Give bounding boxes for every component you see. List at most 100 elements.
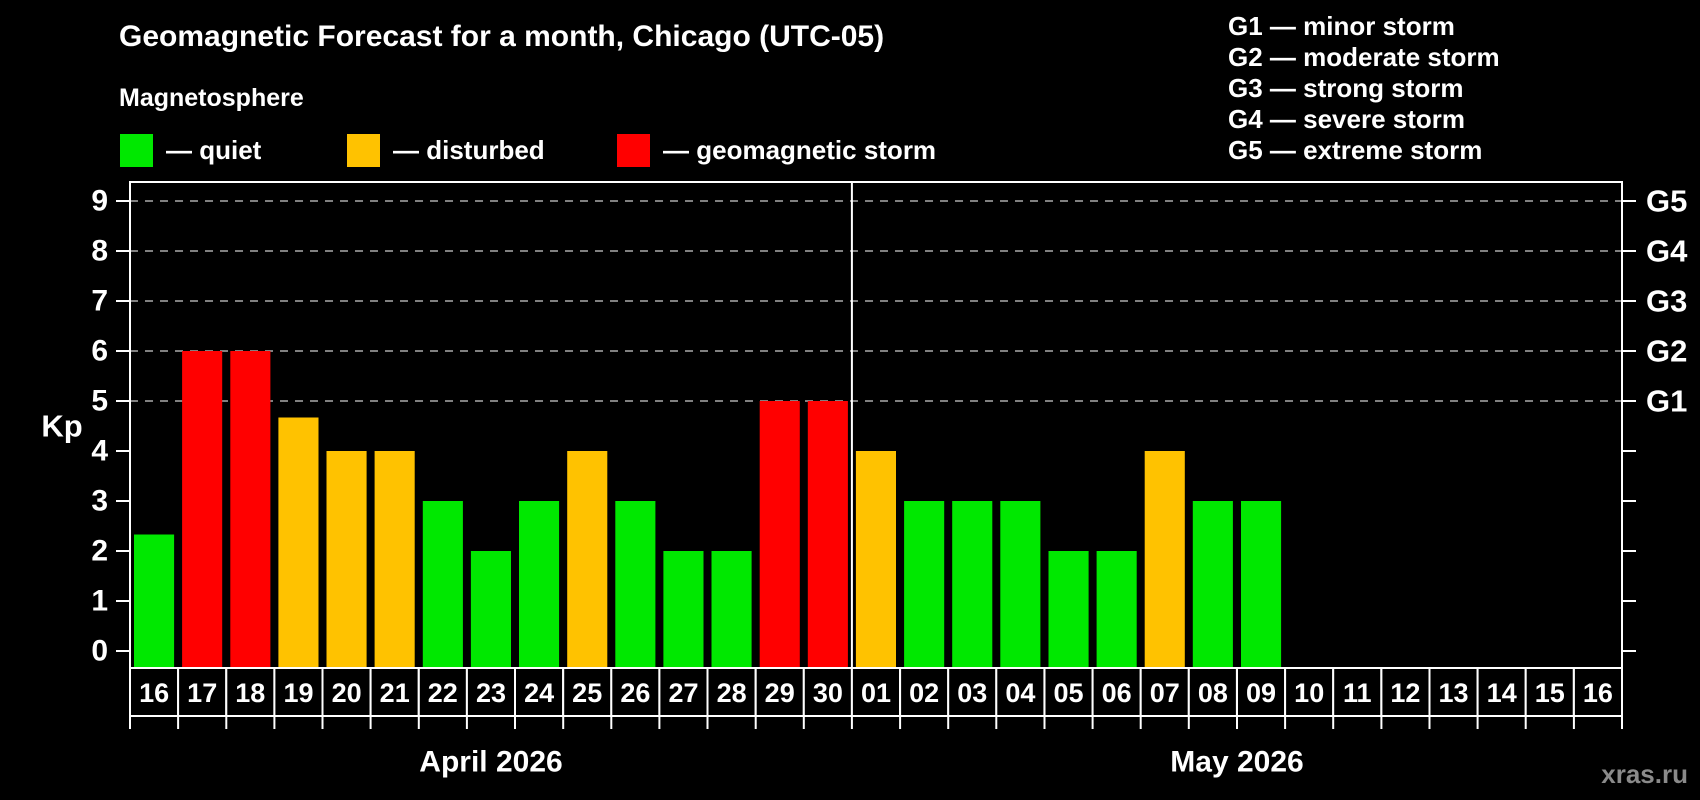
date-label: 16 bbox=[1583, 678, 1613, 708]
kp-bar-day-25 bbox=[567, 451, 608, 668]
g-scale-line-g5: G5 — extreme storm bbox=[1228, 135, 1483, 165]
date-label: 02 bbox=[909, 678, 939, 708]
y-tick-label: 3 bbox=[91, 485, 108, 518]
y-tick-label: 2 bbox=[91, 535, 108, 568]
date-cell bbox=[177, 667, 228, 717]
kp-bar-day-26 bbox=[615, 501, 656, 668]
date-label: 12 bbox=[1390, 678, 1420, 708]
y-tick-label: 8 bbox=[91, 235, 108, 268]
legend-label-storm: — geomagnetic storm bbox=[663, 134, 937, 165]
date-cell bbox=[321, 667, 372, 717]
kp-bar-day-01 bbox=[855, 451, 896, 668]
legend-item-disturbed: — disturbed bbox=[347, 133, 545, 167]
g-axis-label-g1: G1 bbox=[1646, 384, 1687, 419]
kp-bar-day-07 bbox=[1144, 451, 1185, 668]
date-cell bbox=[1139, 667, 1190, 717]
date-cell bbox=[514, 667, 565, 717]
date-label: 23 bbox=[476, 678, 506, 708]
legend-item-quiet: — quiet bbox=[120, 133, 261, 167]
kp-bar-day-23 bbox=[470, 551, 511, 668]
kp-bar-day-30 bbox=[807, 401, 848, 668]
date-label: 13 bbox=[1438, 678, 1468, 708]
date-cell bbox=[1043, 667, 1094, 717]
date-cell bbox=[1187, 667, 1238, 717]
g-scale-legend: G1 — minor storm G2 — moderate storm G3 … bbox=[1228, 11, 1500, 166]
y-tick-label: 4 bbox=[91, 435, 108, 468]
quiet-swatch-icon bbox=[120, 133, 153, 167]
date-label: 22 bbox=[428, 678, 458, 708]
date-cell bbox=[562, 667, 613, 717]
date-label: 03 bbox=[957, 678, 987, 708]
date-cell bbox=[754, 667, 805, 717]
date-label: 16 bbox=[139, 678, 169, 708]
date-cell bbox=[1284, 667, 1335, 717]
date-label: 26 bbox=[620, 678, 650, 708]
g-scale-line-g1: G1 — minor storm bbox=[1228, 11, 1455, 41]
y-tick-label: 6 bbox=[91, 335, 108, 368]
date-cell bbox=[1380, 667, 1431, 717]
date-label: 17 bbox=[187, 678, 217, 708]
y-tick-label: 5 bbox=[91, 385, 108, 418]
kp-bar-day-27 bbox=[663, 551, 704, 668]
kp-bar-day-20 bbox=[326, 451, 367, 668]
date-label: 11 bbox=[1343, 678, 1372, 708]
legend-label-quiet: — quiet bbox=[166, 134, 262, 165]
date-label: 20 bbox=[332, 678, 362, 708]
y-tick-label: 9 bbox=[91, 185, 108, 218]
date-label: 10 bbox=[1294, 678, 1324, 708]
storm-swatch-icon bbox=[617, 133, 650, 167]
month-label: May 2026 bbox=[1170, 746, 1303, 779]
date-cell bbox=[947, 667, 998, 717]
date-label: 06 bbox=[1102, 678, 1132, 708]
kp-bar-day-17 bbox=[182, 351, 223, 668]
date-label: 19 bbox=[283, 678, 313, 708]
disturbed-swatch-icon bbox=[347, 133, 380, 167]
kp-bar-day-04 bbox=[1000, 501, 1041, 668]
g-scale-line-g4: G4 — severe storm bbox=[1228, 104, 1466, 134]
kp-bar-day-22 bbox=[422, 501, 463, 668]
kp-bar-day-24 bbox=[519, 501, 560, 668]
date-label: 24 bbox=[524, 678, 554, 708]
date-label: 01 bbox=[861, 678, 891, 708]
date-label: 25 bbox=[572, 678, 602, 708]
date-label: 04 bbox=[1005, 678, 1035, 708]
date-label: 18 bbox=[235, 678, 265, 708]
date-label: 08 bbox=[1198, 678, 1228, 708]
date-label: 30 bbox=[813, 678, 843, 708]
kp-bar-day-03 bbox=[952, 501, 993, 668]
g-axis-label-g2: G2 bbox=[1646, 334, 1687, 369]
date-label: 05 bbox=[1053, 678, 1083, 708]
kp-bar-day-02 bbox=[904, 501, 945, 668]
g-axis-label-g3: G3 bbox=[1646, 284, 1687, 319]
kp-bar-day-29 bbox=[759, 401, 800, 668]
month-label: April 2026 bbox=[419, 746, 562, 779]
date-label: 07 bbox=[1150, 678, 1180, 708]
g-scale-line-g2: G2 — moderate storm bbox=[1228, 42, 1500, 72]
kp-bar-day-06 bbox=[1096, 551, 1137, 668]
y-tick-label: 1 bbox=[91, 585, 108, 618]
date-label: 29 bbox=[765, 678, 795, 708]
date-label: 14 bbox=[1487, 678, 1517, 708]
y-axis-title: Kp bbox=[41, 409, 82, 444]
legend-item-storm: — geomagnetic storm bbox=[617, 133, 936, 167]
magnetosphere-label: Magnetosphere bbox=[119, 84, 304, 112]
date-label: 09 bbox=[1246, 678, 1276, 708]
page-title: Geomagnetic Forecast for a month, Chicag… bbox=[119, 20, 885, 53]
date-cell bbox=[1091, 667, 1142, 717]
date-label: 21 bbox=[380, 678, 410, 708]
y-tick-label: 0 bbox=[91, 635, 108, 668]
date-cell bbox=[1572, 667, 1624, 717]
g-scale-line-g3: G3 — strong storm bbox=[1228, 73, 1464, 103]
g-axis-label-g5: G5 bbox=[1646, 184, 1687, 219]
g-axis-label-g4: G4 bbox=[1646, 234, 1688, 269]
date-label: 15 bbox=[1535, 678, 1565, 708]
kp-bar-day-08 bbox=[1192, 501, 1233, 668]
kp-bar-day-21 bbox=[374, 451, 415, 668]
date-cell bbox=[850, 667, 902, 717]
legend-label-disturbed: — disturbed bbox=[393, 134, 545, 165]
kp-bar-day-16 bbox=[134, 534, 175, 668]
watermark: xras.ru bbox=[1601, 759, 1688, 789]
date-cell bbox=[1476, 667, 1527, 717]
kp-bar-day-05 bbox=[1048, 551, 1089, 668]
